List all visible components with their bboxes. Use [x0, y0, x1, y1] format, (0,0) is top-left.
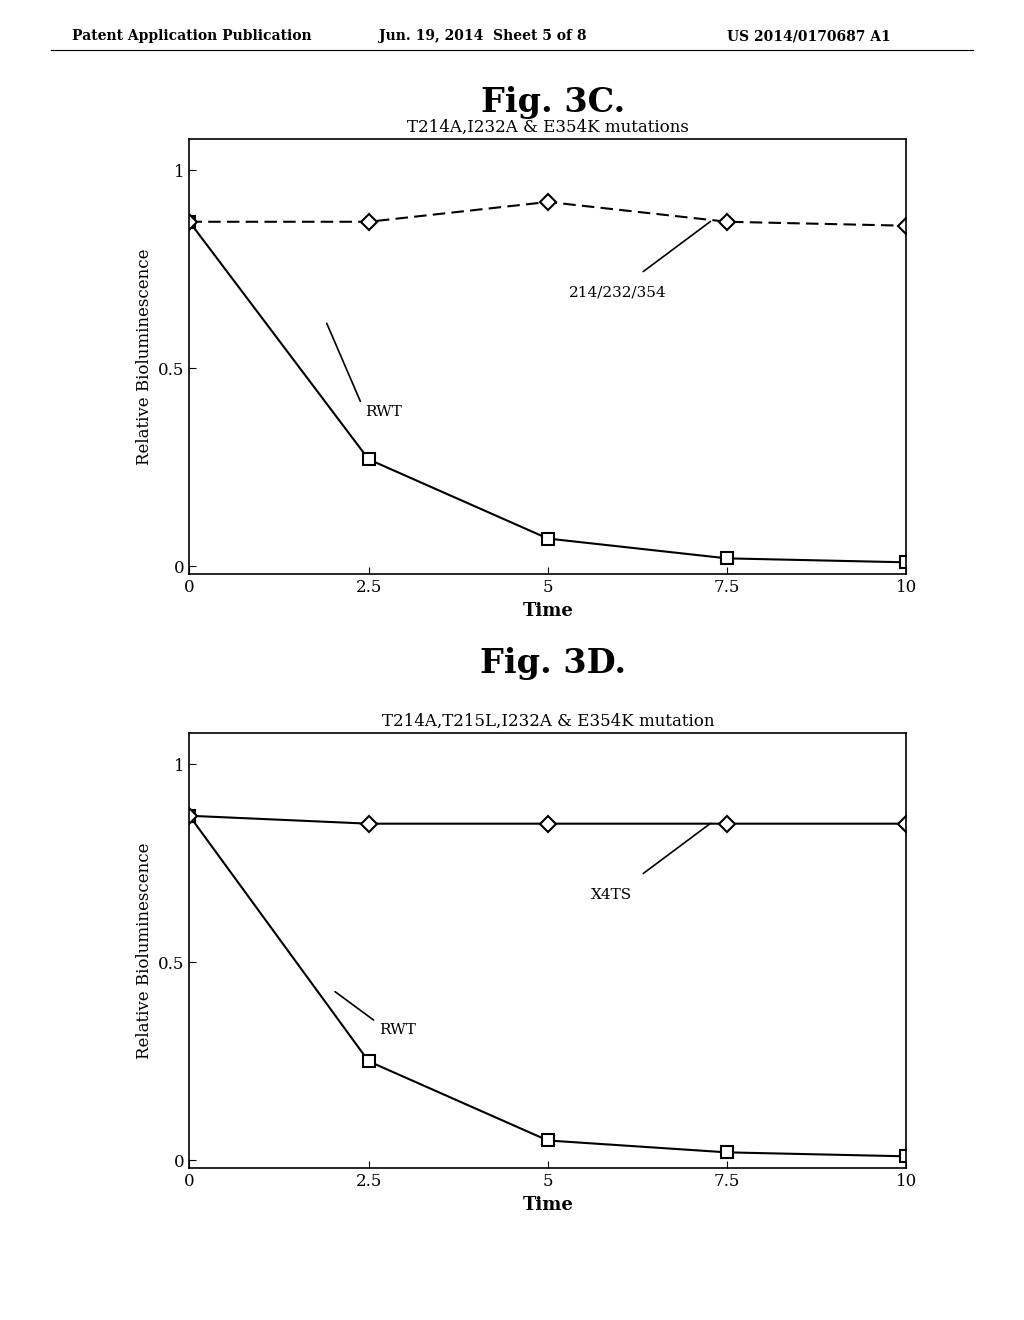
X-axis label: Time: Time — [522, 1196, 573, 1213]
Text: US 2014/0170687 A1: US 2014/0170687 A1 — [727, 29, 891, 44]
Y-axis label: Relative Bioluminescence: Relative Bioluminescence — [135, 842, 153, 1059]
Text: RWT: RWT — [365, 405, 402, 418]
Text: Fig. 3D.: Fig. 3D. — [480, 647, 626, 680]
Text: Jun. 19, 2014  Sheet 5 of 8: Jun. 19, 2014 Sheet 5 of 8 — [379, 29, 587, 44]
Text: 214/232/354: 214/232/354 — [569, 286, 667, 300]
Text: RWT: RWT — [379, 1023, 417, 1036]
Title: T214A,I232A & E354K mutations: T214A,I232A & E354K mutations — [407, 119, 689, 136]
Text: Patent Application Publication: Patent Application Publication — [72, 29, 311, 44]
X-axis label: Time: Time — [522, 602, 573, 619]
Title: T214A,T215L,I232A & E354K mutation: T214A,T215L,I232A & E354K mutation — [382, 713, 714, 730]
Y-axis label: Relative Bioluminescence: Relative Bioluminescence — [135, 248, 153, 465]
Text: X4TS: X4TS — [591, 888, 632, 902]
Text: Fig. 3C.: Fig. 3C. — [481, 86, 625, 119]
